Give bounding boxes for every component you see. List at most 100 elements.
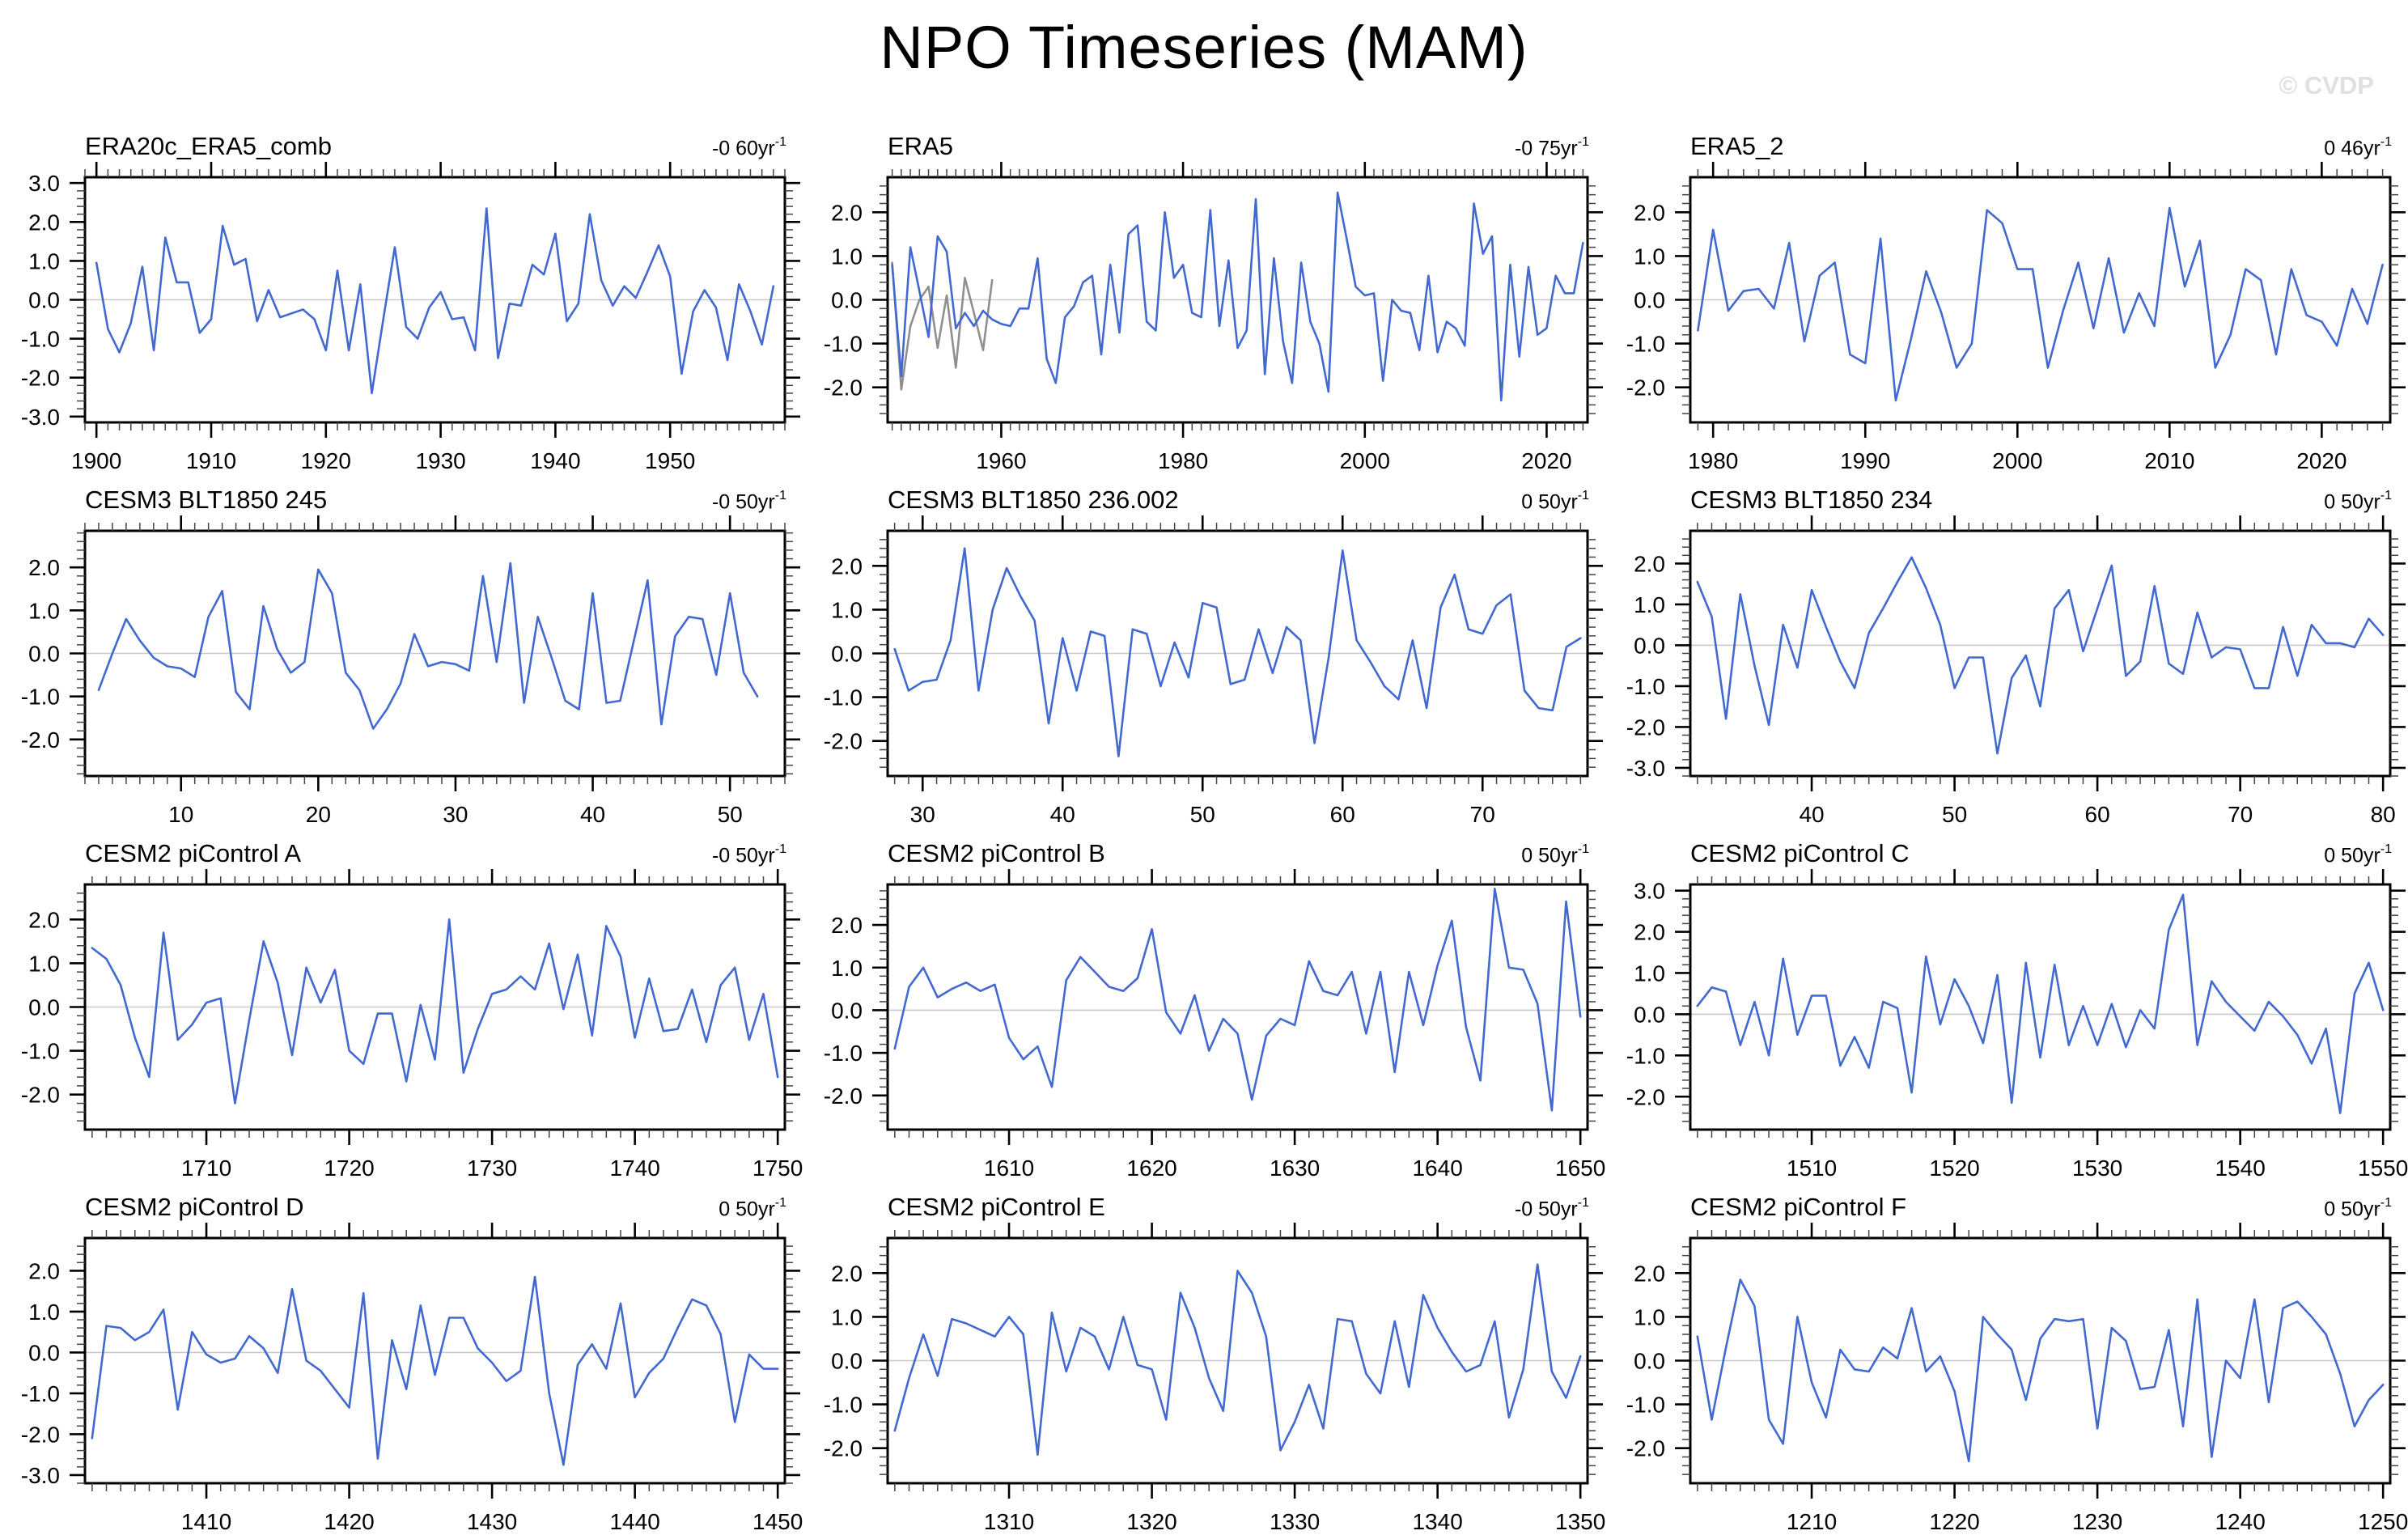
y-tick-label: 2.0 (28, 907, 60, 932)
panel-header: CESM2 piControl B 0 50yr-1 (803, 828, 1605, 867)
x-tick-label: 30 (910, 802, 935, 827)
trend-label: 0 50yr-1 (719, 1195, 786, 1221)
y-tick-label: 1.0 (28, 1300, 60, 1325)
y-tick-label: -1.0 (1626, 332, 1665, 357)
y-tick-label: 2.0 (1634, 200, 1665, 225)
y-tick-label: 3.0 (1634, 879, 1665, 904)
y-tick-label: 0.0 (28, 995, 60, 1020)
chart-panel-cesm2-picontrol-b: CESM2 piControl B 0 50yr-1 1610 1620 1630 1… (803, 828, 1605, 1181)
trend-exponent: -1 (2380, 134, 2392, 149)
trend-exponent: -1 (774, 842, 786, 856)
series-line (1696, 1278, 2385, 1463)
plot-box (1689, 883, 2392, 1131)
x-tick-label: 1640 (1412, 1155, 1462, 1181)
chart-panel-cesm2-picontrol-c: CESM2 piControl C 0 50yr-1 1510 1520 1530 1… (1605, 828, 2408, 1181)
x-tick-label: 20 (306, 802, 331, 827)
y-tick-label: -2.0 (21, 1083, 60, 1108)
y-tick-label: 1.0 (1634, 960, 1665, 986)
timeseries-plot: 30 40 50 60 70 2.0 1.0 0.0 -1.0 -2.0 (824, 515, 1603, 827)
panel-header: CESM3 BLT1850 236.002 0 50yr-1 (803, 474, 1605, 514)
trend-label: -0 60yr-1 (712, 135, 786, 160)
trend-label: -0 50yr-1 (712, 842, 786, 867)
x-tick-label: 1900 (71, 448, 121, 473)
x-tick-label: 1960 (976, 448, 1026, 473)
y-tick-label: 0.0 (1634, 1002, 1665, 1027)
series-line (891, 191, 1584, 402)
x-tick-label: 1350 (1555, 1509, 1605, 1534)
y-tick-label: 1.0 (28, 951, 60, 976)
x-tick-label: 10 (168, 802, 193, 827)
y-tick-label: 2.0 (1634, 551, 1665, 576)
trend-value: 0 50yr (2324, 844, 2380, 867)
panel-header: CESM2 piControl E -0 50yr-1 (803, 1181, 1605, 1221)
x-tick-label: 50 (1942, 802, 1967, 827)
trend-label: 0 50yr-1 (2324, 489, 2392, 514)
dataset-title: CESM3 BLT1850 234 (1690, 486, 1933, 514)
trend-label: 0 50yr-1 (2324, 1196, 2392, 1221)
cvdp-watermark: © CVDP (2279, 71, 2374, 100)
trend-label: -0 50yr-1 (1515, 1196, 1589, 1221)
y-tick-label: -2.0 (824, 375, 863, 401)
panel-header: CESM3 BLT1850 234 0 50yr-1 (1605, 474, 2408, 514)
x-tick-label: 2010 (2144, 448, 2194, 473)
x-tick-label: 70 (1470, 802, 1495, 827)
series-line (91, 1275, 779, 1466)
y-tick-label: -2.0 (21, 366, 60, 391)
x-tick-label: 30 (443, 802, 468, 827)
x-tick-label: 1210 (1787, 1509, 1837, 1534)
timeseries-plot: 1980 1990 2000 2010 2020 2.0 1.0 0.0 -1.0 -2.0 (1626, 162, 2406, 473)
y-tick-label: 0.0 (28, 642, 60, 667)
y-tick-label: -2.0 (1626, 375, 1665, 401)
trend-exponent: -1 (774, 1195, 786, 1210)
y-tick-label: -2.0 (824, 1083, 863, 1109)
y-tick-label: 2.0 (831, 1261, 863, 1286)
x-tick-label: 40 (1050, 802, 1075, 827)
y-tick-label: -2.0 (824, 1436, 863, 1461)
x-tick-label: 1250 (2358, 1509, 2408, 1534)
y-tick-label: 1.0 (831, 956, 863, 981)
x-tick-label: 60 (1330, 802, 1355, 827)
y-tick-label: -2.0 (21, 1422, 60, 1447)
y-tick-label: 2.0 (28, 555, 60, 580)
plot-box (1689, 529, 2392, 778)
timeseries-plot: 1210 1220 1230 1240 1250 2.0 1.0 0.0 -1.0 -2.0 (1626, 1223, 2408, 1534)
trend-label: 0 46yr-1 (2324, 134, 2392, 160)
trend-exponent: -1 (1577, 134, 1589, 149)
x-tick-label: 40 (1799, 802, 1824, 827)
x-tick-label: 1930 (415, 448, 465, 473)
y-tick-label: -1.0 (824, 685, 863, 710)
panel-header: CESM3 BLT1850 245 -0 50yr-1 (0, 474, 803, 514)
trend-label: 0 50yr-1 (1521, 489, 1589, 514)
y-tick-label: -2.0 (1626, 714, 1665, 740)
timeseries-plot: 1960 1980 2000 2020 2.0 1.0 0.0 -1.0 -2.0 (824, 162, 1603, 473)
x-tick-label: 1730 (467, 1155, 517, 1181)
y-tick-label: -1.0 (824, 332, 863, 357)
x-tick-label: 70 (2228, 802, 2253, 827)
y-tick-label: 1.0 (1634, 592, 1665, 617)
series-line (97, 562, 759, 730)
x-tick-label: 1980 (1158, 448, 1208, 473)
y-tick-label: -1.0 (21, 1039, 60, 1064)
y-tick-label: 1.0 (831, 244, 863, 269)
x-tick-label: 1650 (1555, 1155, 1605, 1181)
chart-panel-era5: ERA5 -0 75yr-1 1960 1980 2000 2020 2.0 1.0 0.0… (803, 121, 1605, 474)
panel-header: CESM2 piControl C 0 50yr-1 (1605, 828, 2408, 867)
series-line (1697, 206, 2384, 402)
trend-label: -0 75yr-1 (1515, 134, 1589, 160)
series-line (1696, 556, 2385, 755)
y-tick-label: -2.0 (824, 729, 863, 754)
x-tick-label: 1950 (645, 448, 695, 473)
y-tick-label: 0.0 (831, 998, 863, 1023)
y-tick-label: 0.0 (1634, 288, 1665, 313)
x-tick-label: 1510 (1787, 1155, 1837, 1181)
trend-label: 0 50yr-1 (1521, 842, 1589, 867)
y-tick-label: 2.0 (831, 913, 863, 938)
dataset-title: ERA5 (888, 132, 953, 160)
y-tick-label: 0.0 (28, 1340, 60, 1365)
series-line (893, 1263, 1582, 1457)
y-tick-label: -1.0 (824, 1041, 863, 1066)
y-tick-label: 1.0 (28, 598, 60, 623)
y-tick-label: 0.0 (831, 1349, 863, 1374)
chart-grid: ERA20c_ERA5_comb -0 60yr-1 1900 1910 1920 1… (0, 121, 2408, 1535)
y-tick-label: 1.0 (28, 248, 60, 274)
